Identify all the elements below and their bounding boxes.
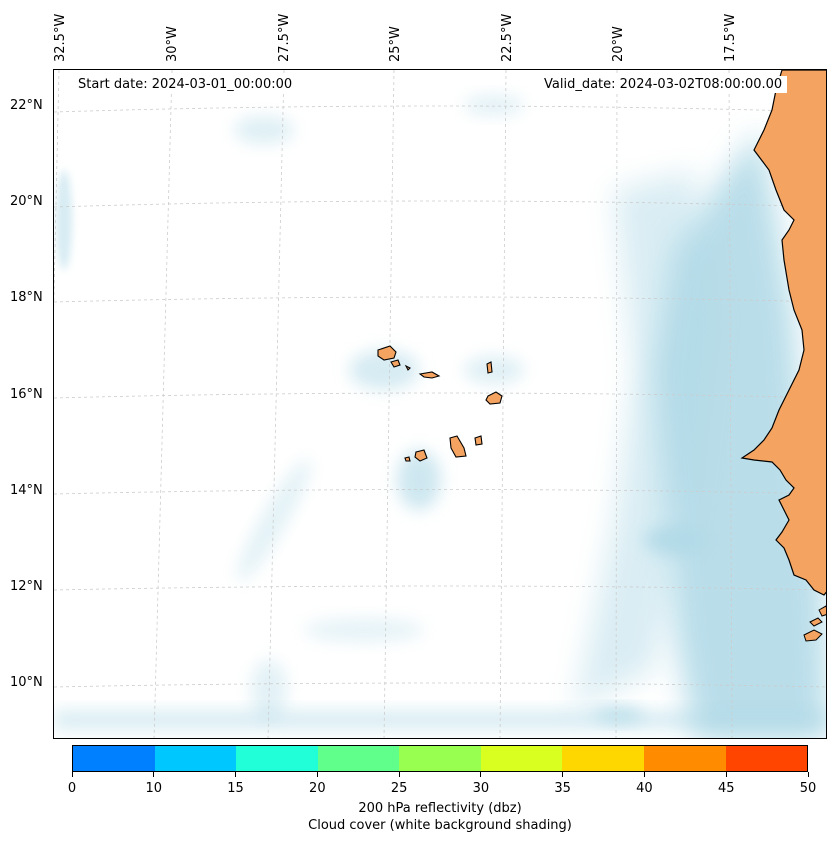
colorbar-tick-label: 35 — [554, 781, 571, 796]
colorbar-tick — [235, 772, 237, 777]
longitude-label: 27.5°W — [277, 13, 292, 62]
cloud-patch — [644, 526, 704, 554]
colorbar-tick — [480, 772, 482, 777]
start-date-label: Start date: 2024-03-01_00:00:00 — [73, 76, 298, 93]
longitude-label: 30°W — [165, 26, 180, 62]
colorbar-tick — [643, 772, 645, 777]
cape-verde-islands — [377, 345, 503, 462]
colorbar-segment — [480, 746, 563, 771]
island-sao-nicolau — [418, 371, 441, 379]
latitude-label: 12°N — [10, 579, 43, 594]
colorbar-label: 200 hPa reflectivity (dbz) — [358, 801, 522, 816]
island-brava — [404, 456, 411, 462]
island-santiago — [449, 435, 467, 458]
cloud-patch — [349, 350, 419, 390]
longitude-label: 25°W — [388, 26, 403, 62]
longitude-label: 20°W — [611, 26, 626, 62]
cloud-patch — [234, 116, 294, 144]
colorbar-tick — [398, 772, 400, 777]
colorbar-tick-label: 10 — [145, 781, 163, 796]
colorbar-tick-label: 30 — [472, 781, 490, 796]
colorbar-tick-label: 20 — [309, 781, 326, 796]
valid-date-label: Valid_date: 2024-03-02T08:00:00.00 — [539, 76, 788, 93]
colorbar-tick — [316, 772, 318, 777]
island-boa-vista — [485, 391, 503, 405]
colorbar-segment — [399, 746, 481, 771]
latitude-label: 20°N — [10, 194, 43, 209]
reflectivity-colorbar — [72, 745, 808, 772]
colorbar-tick-label: 0 — [67, 781, 77, 796]
island-maio — [474, 435, 483, 446]
cloud-bottom-strip — [54, 710, 826, 730]
colorbar-tick-label: 25 — [390, 781, 408, 796]
colorbar-tick-label: 40 — [636, 781, 653, 796]
colorbar-segment — [725, 746, 808, 771]
latitude-label: 10°N — [10, 675, 43, 690]
cloud-patch — [304, 618, 424, 642]
island-sao-vicente — [390, 359, 401, 368]
colorbar-tick — [71, 772, 73, 777]
island-santa-luzia — [404, 364, 411, 371]
africa-landmass — [740, 70, 826, 596]
colorbar-tick-label: 45 — [717, 781, 735, 796]
latitude-label: 16°N — [10, 387, 43, 402]
colorbar-tick-label: 50 — [799, 781, 817, 796]
longitude-label: 17.5°W — [723, 13, 738, 62]
island-fogo — [414, 449, 428, 462]
colorbar-segment — [317, 746, 400, 771]
latitude-label: 14°N — [10, 483, 43, 498]
longitude-label: 22.5°W — [500, 13, 515, 62]
colorbar-tick — [725, 772, 727, 777]
colorbar-segment — [73, 746, 155, 771]
cloud-patch — [397, 450, 441, 510]
map-canvas — [54, 70, 826, 738]
island-sal — [486, 361, 493, 374]
bijagos-island — [818, 605, 826, 617]
graticule — [54, 70, 826, 738]
colorbar-tick-label: 15 — [227, 781, 244, 796]
colorbar-tick — [807, 772, 809, 777]
colorbar-tick — [153, 772, 155, 777]
longitude-label: 32.5°W — [53, 13, 68, 62]
cloud-patch — [56, 170, 72, 270]
colorbar-segment — [643, 746, 726, 771]
bijagos-island — [803, 629, 823, 642]
colorbar-segment — [236, 746, 318, 771]
cloud-patch — [464, 95, 524, 115]
island-santo-antao — [377, 345, 397, 361]
colorbar-tick — [562, 772, 564, 777]
cloud-cover-layer — [54, 95, 826, 738]
colorbar-segment — [154, 746, 237, 771]
colorbar-segment — [562, 746, 644, 771]
cloud-patch — [464, 356, 524, 384]
latitude-label: 22°N — [10, 98, 43, 113]
cloud-east-band-light — [574, 170, 714, 710]
colorbar-sublabel: Cloud cover (white background shading) — [308, 818, 572, 833]
bijagos-island — [809, 617, 823, 627]
latitude-label: 18°N — [10, 290, 43, 305]
map-panel[interactable] — [53, 69, 827, 739]
cloud-patch — [237, 459, 311, 581]
